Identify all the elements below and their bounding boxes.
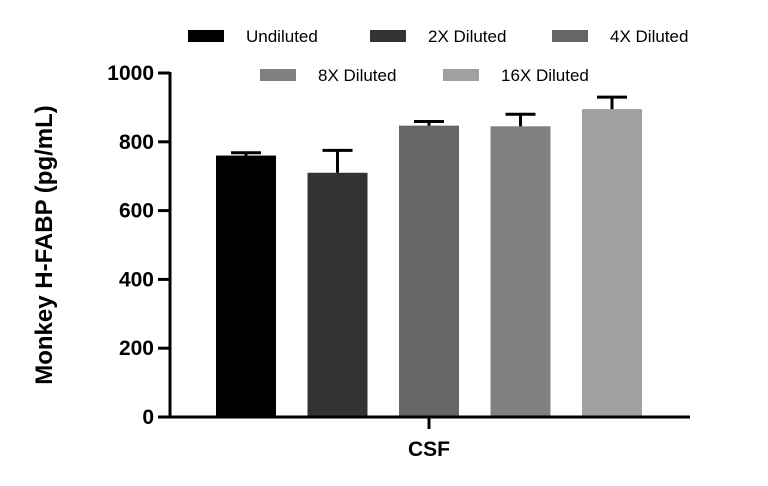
y-tick-label: 400: [119, 268, 154, 291]
legend-label: Undiluted: [246, 27, 318, 46]
legend-swatch: [552, 30, 588, 42]
bars: [216, 109, 642, 418]
y-tick-label: 800: [119, 131, 154, 154]
legend: Undiluted 2X Diluted 4X Diluted 8X Diluted 1…: [188, 27, 688, 85]
bar-8x-diluted: [490, 126, 551, 417]
y-tick-label: 600: [119, 200, 154, 223]
legend-label: 2X Diluted: [428, 27, 506, 46]
y-tick-label: 200: [119, 337, 154, 360]
legend-item-16x-diluted: 16X Diluted: [443, 66, 589, 85]
bar-4x-diluted: [399, 125, 459, 417]
legend-item-4x-diluted: 4X Diluted: [552, 27, 688, 46]
error-bars: [231, 95, 627, 173]
legend-swatch: [188, 30, 224, 42]
legend-label: 4X Diluted: [610, 27, 688, 46]
x-axis-ticks: CSF: [408, 417, 450, 461]
legend-swatch: [443, 69, 479, 81]
bar-undiluted: [216, 155, 276, 417]
x-tick-label: CSF: [408, 438, 450, 461]
y-tick-label: 1000: [107, 62, 154, 85]
y-axis-title: Monkey H-FABP (pg/mL): [31, 105, 58, 385]
legend-swatch: [370, 30, 406, 42]
bar-2x-diluted: [307, 172, 368, 417]
legend-item-2x-diluted: 2X Diluted: [370, 27, 506, 46]
legend-label: 16X Diluted: [501, 66, 589, 85]
legend-item-8x-diluted: 8X Diluted: [260, 66, 396, 85]
legend-item-undiluted: Undiluted: [188, 27, 318, 46]
legend-label: 8X Diluted: [318, 66, 396, 85]
bar-16x-diluted: [582, 109, 642, 418]
legend-swatch: [260, 69, 296, 81]
y-tick-label: 0: [142, 406, 154, 429]
y-axis-ticks: 0 200 400 600 800 1000: [107, 62, 170, 429]
